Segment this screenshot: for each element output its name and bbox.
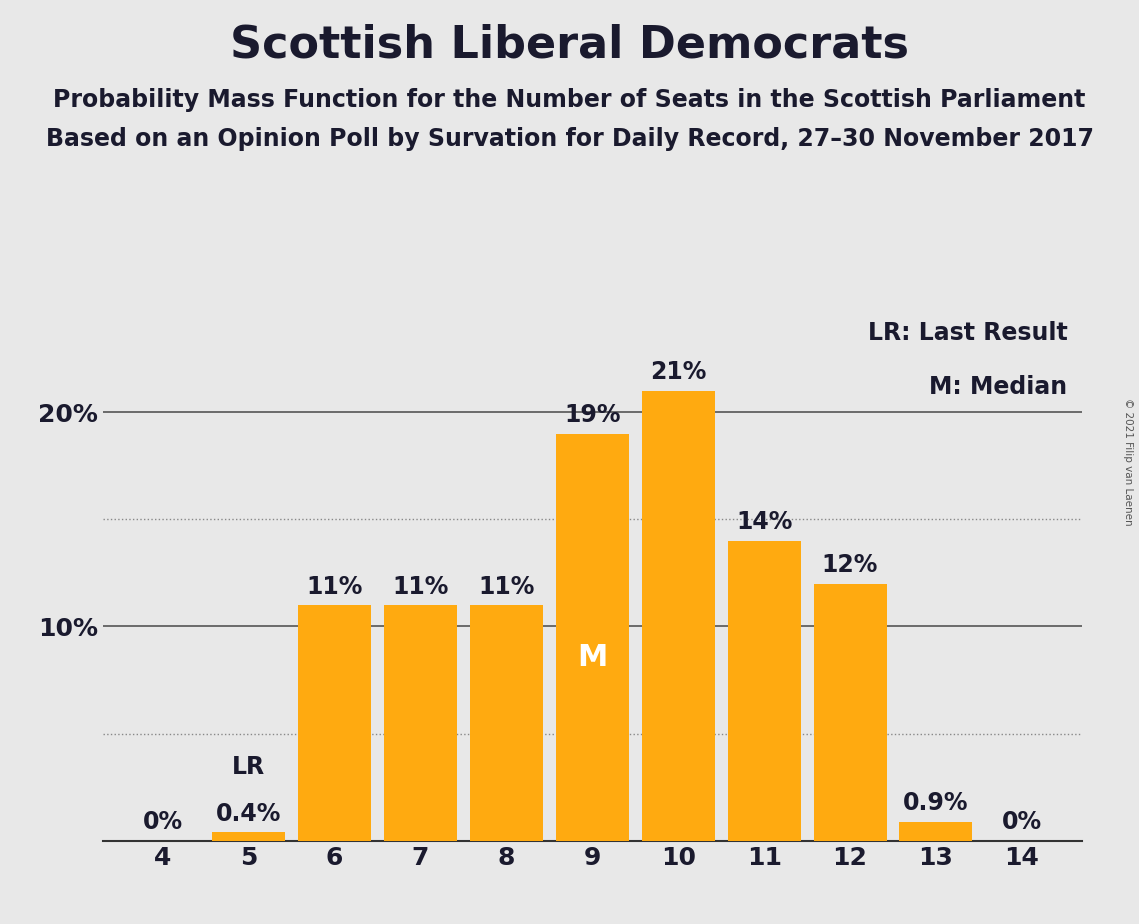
Text: 21%: 21% [650,360,706,384]
Text: Based on an Opinion Poll by Survation for Daily Record, 27–30 November 2017: Based on an Opinion Poll by Survation fo… [46,127,1093,151]
Text: M: Median: M: Median [929,374,1067,398]
Text: LR: LR [232,755,265,779]
Bar [728,541,801,841]
Bar [556,433,629,841]
Bar [384,605,457,841]
Text: 14%: 14% [736,510,793,534]
Text: LR: Last Result: LR: Last Result [868,321,1067,345]
Text: 0.9%: 0.9% [903,791,969,815]
Bar [813,584,886,841]
Text: 0%: 0% [142,810,182,834]
Text: 11%: 11% [392,575,449,599]
Text: 11%: 11% [306,575,362,599]
Text: 19%: 19% [564,403,621,427]
Bar [298,605,371,841]
Bar [641,391,715,841]
Text: 12%: 12% [822,553,878,578]
Bar [212,833,285,841]
Text: M: M [577,643,607,672]
Bar [900,821,973,841]
Text: Scottish Liberal Democrats: Scottish Liberal Democrats [230,23,909,67]
Text: 11%: 11% [478,575,534,599]
Text: 0.4%: 0.4% [216,802,281,826]
Text: Probability Mass Function for the Number of Seats in the Scottish Parliament: Probability Mass Function for the Number… [54,88,1085,112]
Bar [469,605,543,841]
Text: © 2021 Filip van Laenen: © 2021 Filip van Laenen [1123,398,1133,526]
Text: 0%: 0% [1002,810,1042,834]
